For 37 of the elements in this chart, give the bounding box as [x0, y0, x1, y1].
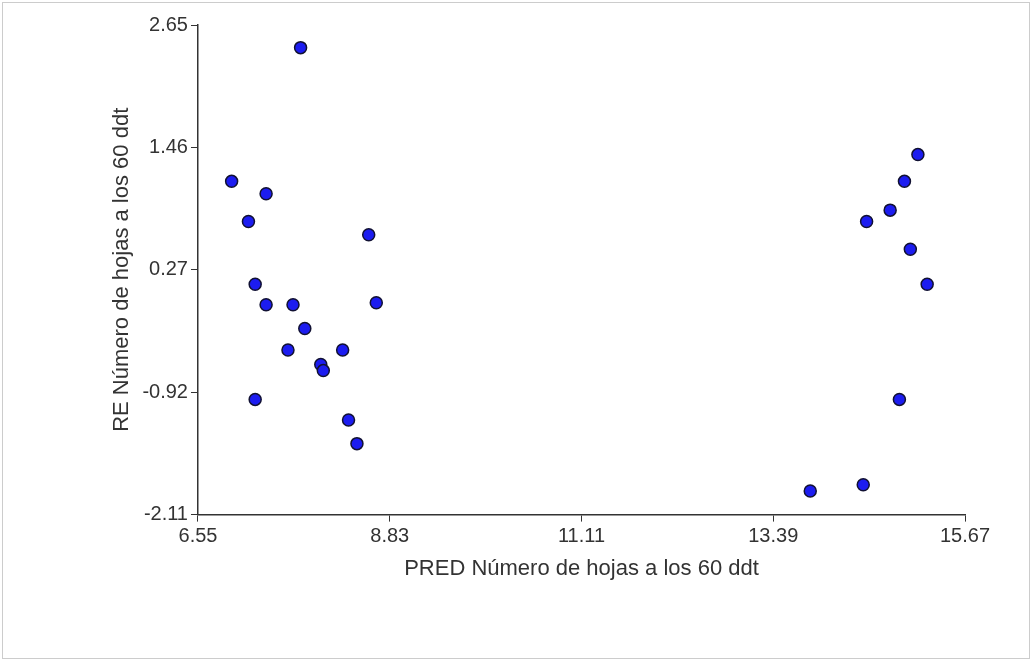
y-tick-label: 0.27	[149, 257, 188, 280]
point	[281, 343, 295, 357]
point	[316, 363, 331, 378]
point	[259, 186, 273, 201]
point	[369, 295, 384, 310]
x-tick-label: 15.67	[939, 524, 991, 547]
point	[248, 277, 262, 291]
point	[341, 413, 356, 427]
point	[286, 298, 300, 312]
y-tick-label: 2.65	[149, 12, 188, 35]
y-tick-label: -0.92	[142, 379, 188, 402]
point	[350, 436, 364, 451]
point	[856, 478, 870, 492]
point	[892, 392, 907, 407]
point	[298, 321, 312, 336]
point	[903, 242, 918, 256]
x-tick-label: 13.39	[748, 524, 799, 547]
point	[911, 147, 925, 162]
y-tick-label: -2.11	[143, 502, 188, 525]
point	[883, 203, 897, 217]
y-tick-label: 1.46	[149, 134, 188, 157]
x-tick-label: 6.55	[178, 524, 218, 547]
x-tick-label: 8.83	[370, 524, 410, 547]
y-axis-title: RE Número de hojas a los 60 ddt	[108, 107, 134, 432]
point	[897, 174, 912, 189]
point	[259, 298, 273, 312]
point	[361, 228, 376, 242]
x-axis-title: PRED Número de hojas a los 60 ddt	[404, 554, 759, 580]
point	[241, 214, 256, 229]
point	[335, 343, 350, 357]
point	[859, 214, 874, 229]
point	[248, 392, 262, 407]
point	[293, 40, 308, 55]
point	[224, 174, 239, 189]
x-tick-label: 11.11	[557, 524, 606, 547]
point	[920, 277, 934, 291]
point	[803, 484, 817, 498]
